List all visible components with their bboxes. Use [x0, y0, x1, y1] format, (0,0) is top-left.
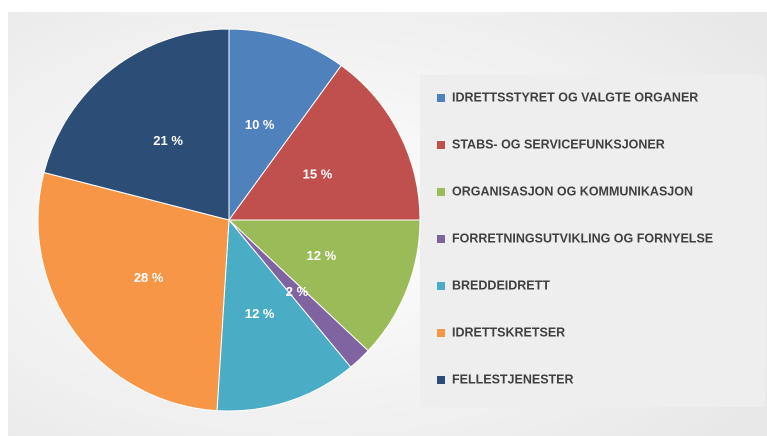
legend-swatch [437, 329, 445, 337]
data-label: 21 % [153, 133, 183, 148]
pie-slice [228, 64, 421, 221]
legend-swatch [437, 94, 445, 102]
legend-swatch [437, 376, 445, 384]
data-label: 10 % [245, 117, 275, 132]
pie-slice [216, 218, 352, 412]
pie-slice [37, 171, 230, 412]
data-label: 12 % [245, 306, 275, 321]
legend-label: BREDDEIDRETT [452, 278, 550, 292]
pie-slice [228, 28, 342, 222]
data-label: 15 % [303, 166, 333, 181]
legend-swatch [437, 235, 445, 243]
legend-swatch [437, 282, 445, 290]
legend-label: FELLESTJENESTER [452, 372, 574, 386]
legend-swatch [437, 188, 445, 196]
legend-label: STABS- OG SERVICEFUNKSJONER [452, 137, 665, 151]
data-label: 28 % [134, 270, 164, 285]
legend-swatch [437, 141, 445, 149]
data-label: 12 % [307, 248, 337, 263]
legend-label: IDRETTSKRETSER [452, 325, 565, 339]
legend-box [420, 75, 765, 407]
legend-label: ORGANISASJON OG KOMMUNIKASJON [452, 184, 693, 198]
pie-slice [43, 28, 230, 221]
pie-slice [227, 219, 421, 352]
legend-label: IDRETTSSTYRET OG VALGTE ORGANER [452, 90, 698, 104]
legend-label: FORRETNINGSUTVIKLING OG FORNYELSE [452, 231, 713, 245]
data-label: 2 % [286, 284, 309, 299]
